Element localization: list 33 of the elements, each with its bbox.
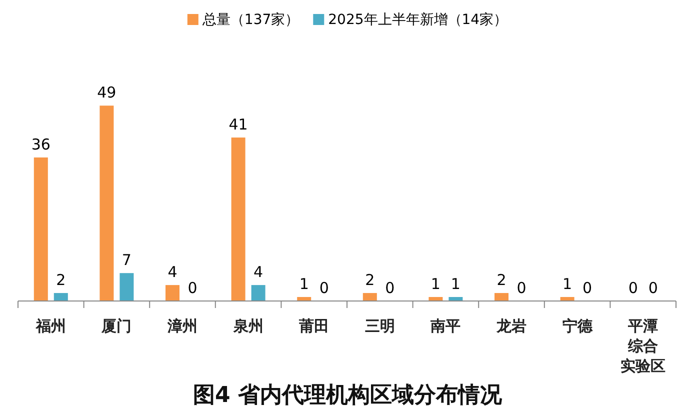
x-tick-label: 莆田: [298, 317, 330, 335]
data-label: 0: [582, 279, 592, 297]
x-tick-label: 宁德: [562, 317, 594, 335]
data-label: 0: [319, 279, 329, 297]
data-label: 1: [430, 275, 440, 294]
data-label: 0: [516, 279, 526, 297]
data-label: 4: [168, 263, 178, 282]
data-label: 1: [562, 275, 572, 294]
data-label: 0: [648, 279, 658, 297]
data-label: 7: [122, 251, 132, 270]
text: 图4 省内代理机构区域分布情况: [193, 383, 503, 408]
x-tick-label: 三明: [364, 317, 395, 335]
x-tick-label: 南平: [430, 317, 461, 335]
data-label: 1: [299, 275, 309, 294]
x-tick-label: 福州: [34, 317, 66, 335]
data-label: 0: [385, 279, 395, 297]
x-tick-label: 龙岩: [496, 317, 526, 335]
data-label: 49: [97, 84, 116, 102]
data-label: 0: [188, 279, 198, 297]
data-label: 4: [254, 263, 264, 282]
x-tick-label: 平潭综合实验区: [620, 317, 666, 375]
x-tick-label: 漳州: [166, 317, 198, 335]
x-tick-label: 厦门: [100, 317, 132, 335]
legend-label: 2025年上半年新增（14家）: [328, 12, 508, 28]
data-label: 2: [365, 271, 375, 290]
data-label: 0: [628, 279, 638, 297]
x-tick-label: 泉州: [232, 317, 264, 335]
data-label: 1: [450, 275, 460, 294]
data-label: 36: [31, 135, 50, 154]
data-label: 41: [228, 116, 248, 134]
data-label: 2: [496, 271, 506, 290]
legend-label: 总量（137家）: [201, 12, 300, 28]
data-label: 2: [56, 271, 66, 290]
